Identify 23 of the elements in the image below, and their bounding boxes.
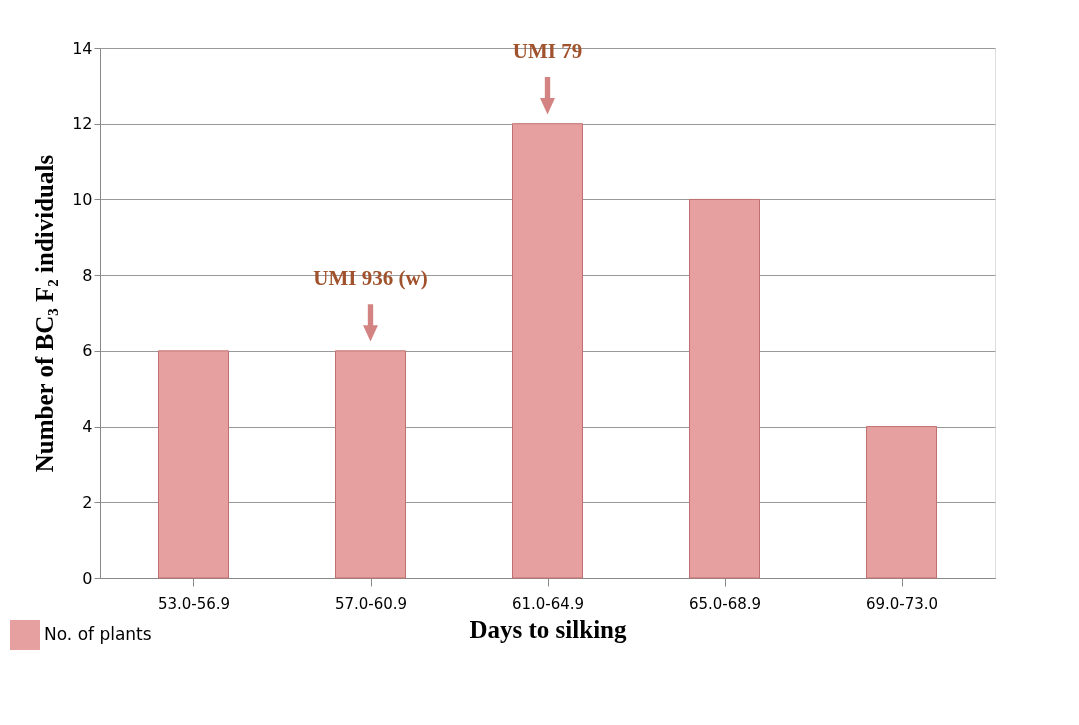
bar: [335, 350, 406, 579]
bar: [512, 123, 583, 579]
y-tick-label: 4: [82, 417, 93, 437]
y-axis-title: Number of BC₃ F₂ individuals: [31, 154, 59, 473]
x-tick-label: 57.0-60.9: [334, 594, 408, 613]
y-tick-label: 14: [72, 38, 93, 58]
x-axis-title: Days to silking: [469, 615, 627, 643]
y-tick-label: 12: [72, 114, 93, 134]
y-tick-label: 10: [72, 189, 93, 209]
annotation: UMI 79: [512, 38, 583, 63]
legend-label: No. of plants: [44, 624, 152, 644]
y-tick-label: 6: [82, 341, 93, 361]
bar: [689, 198, 760, 579]
y-tick-label: 0: [82, 568, 93, 588]
x-tick-label: 69.0-73.0: [865, 594, 939, 613]
annotation: UMI 936 (w): [313, 265, 428, 290]
y-tick-label: 8: [82, 265, 93, 285]
bar: [866, 426, 937, 579]
y-tick-label: 2: [82, 492, 93, 512]
x-tick-label: 61.0-64.9: [511, 594, 585, 613]
x-tick-label: 65.0-68.9: [688, 594, 762, 613]
x-tick-label: 53.0-56.9: [157, 594, 231, 613]
bar: [158, 350, 229, 579]
